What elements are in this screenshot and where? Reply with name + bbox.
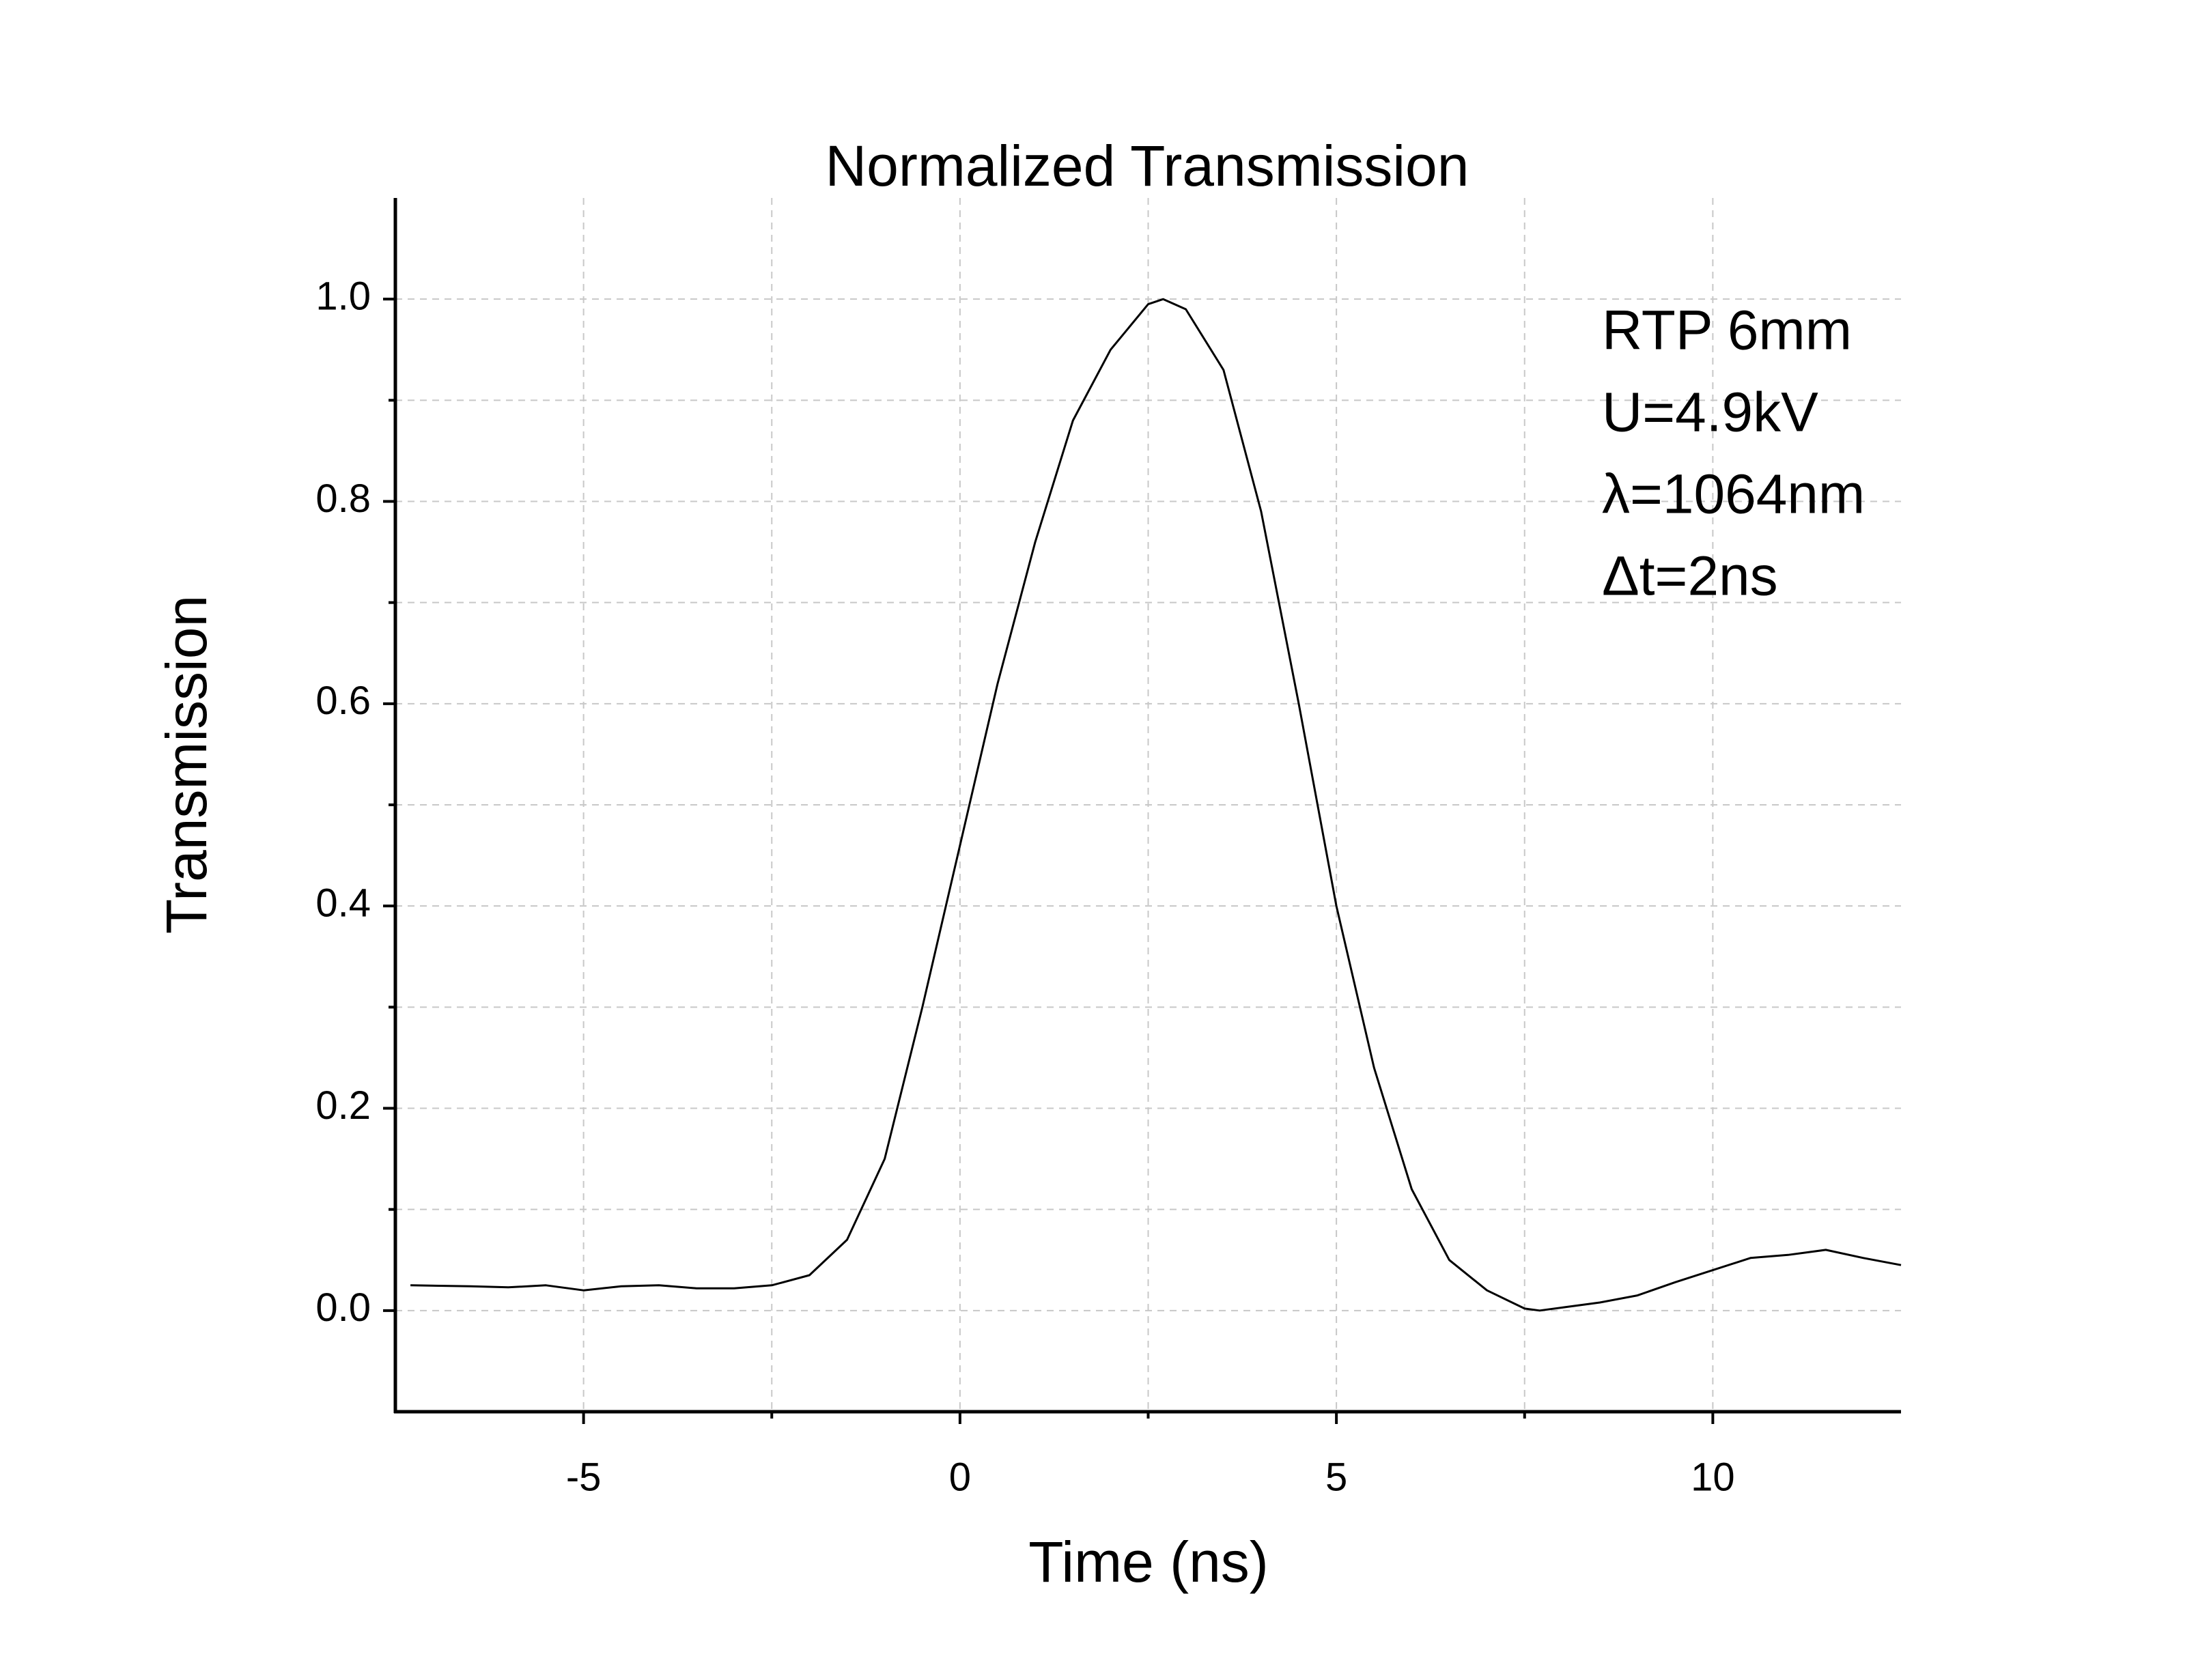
data-line xyxy=(410,298,1902,1312)
chart-title: Normalized Transmission xyxy=(826,134,1469,198)
y-tick-label: 0.0 xyxy=(315,1285,371,1330)
annotation: λ=1064nm xyxy=(1602,464,1865,526)
y-tick-label: 0.2 xyxy=(315,1083,371,1128)
y-axis-label: Transmission xyxy=(154,595,219,934)
x-tick-label: 10 xyxy=(1691,1455,1735,1499)
x-tick-label: -5 xyxy=(566,1455,602,1499)
y-tick-label: 0.6 xyxy=(315,679,371,723)
y-tick-label: 0.4 xyxy=(315,881,371,925)
x-axis-label: Time (ns) xyxy=(1028,1530,1269,1594)
annotation: Δt=2ns xyxy=(1602,545,1778,608)
annotation: U=4.9kV xyxy=(1602,382,1818,444)
x-tick-label: 0 xyxy=(949,1455,971,1499)
annotation: RTP 6mm xyxy=(1602,300,1852,362)
y-tick-label: 1.0 xyxy=(315,274,371,318)
y-tick-label: 0.8 xyxy=(315,476,371,521)
x-tick-label: 5 xyxy=(1325,1455,1347,1499)
